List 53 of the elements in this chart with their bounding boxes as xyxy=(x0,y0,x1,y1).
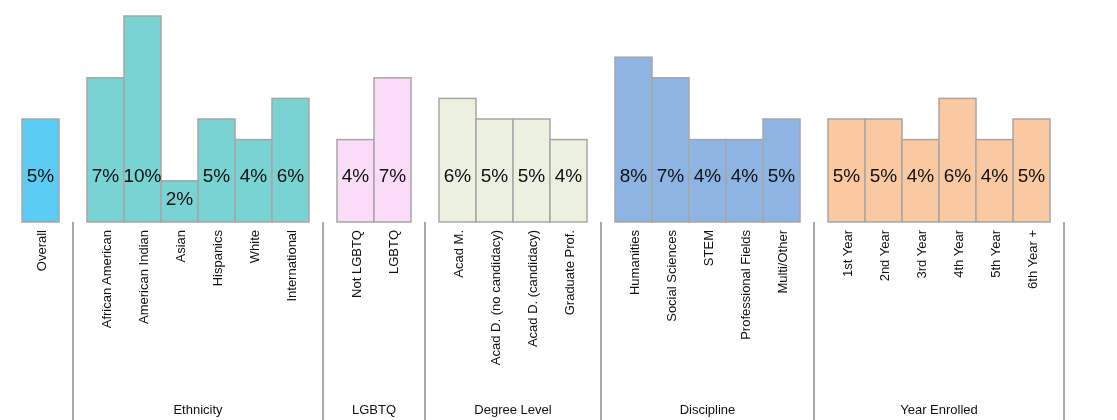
data-label: 5% xyxy=(517,165,546,186)
data-label: 7% xyxy=(656,165,685,186)
data-label: 4% xyxy=(693,165,722,186)
x-axis-title: LGBTQ xyxy=(351,402,397,417)
x-tick-label: Acad M. xyxy=(450,230,466,278)
x-tick-label: 4th Year xyxy=(950,229,966,278)
x-tick-label: Social Sciences xyxy=(663,229,679,322)
x-tick-label: LGBTQ xyxy=(385,230,401,275)
data-label: 6% xyxy=(943,165,972,186)
data-label: 4% xyxy=(906,165,935,186)
x-axis-title: Degree Level xyxy=(474,402,552,417)
x-tick-label: 2nd Year xyxy=(876,229,892,282)
x-tick-label: Professional Fields xyxy=(737,229,753,340)
x-tick-label: Acad D. (no candidacy) xyxy=(487,230,503,366)
x-tick-label: Asian xyxy=(172,230,188,263)
x-tick-label: 5th Year xyxy=(987,229,1003,278)
x-tick-label: Graduate Prof. xyxy=(561,230,577,316)
x-tick-label: Not LGBTQ xyxy=(348,230,364,298)
x-tick-label: White xyxy=(246,230,262,264)
data-label: 4% xyxy=(980,165,1009,186)
data-label: 8% xyxy=(619,165,648,186)
data-label: 5% xyxy=(202,165,231,186)
data-label: 5% xyxy=(832,165,861,186)
data-label: 5% xyxy=(480,165,509,186)
x-tick-label: American Indian xyxy=(135,230,151,324)
x-axis-title: Discipline xyxy=(679,402,736,417)
data-label: 10% xyxy=(123,165,162,186)
data-label: 2% xyxy=(165,187,194,209)
data-label: 7% xyxy=(378,165,407,186)
x-tick-label: STEM xyxy=(700,230,716,267)
x-tick-label: Overall xyxy=(33,229,49,272)
data-label: 4% xyxy=(554,165,583,186)
data-label: 4% xyxy=(239,165,268,186)
x-tick-label: International xyxy=(283,229,299,302)
x-tick-label: 6th Year + xyxy=(1024,230,1040,289)
data-label: 7% xyxy=(91,165,120,186)
x-axis-title: Year Enrolled xyxy=(900,402,978,417)
data-label: 5% xyxy=(767,165,796,186)
data-label: 5% xyxy=(1017,165,1046,186)
data-label: 6% xyxy=(276,165,305,186)
x-tick-label: 3rd Year xyxy=(913,229,929,279)
data-label: 4% xyxy=(730,165,759,186)
x-tick-label: Humanities xyxy=(626,229,642,296)
data-label: 4% xyxy=(341,165,370,186)
x-tick-label: Acad D. (candidacy) xyxy=(524,230,540,348)
x-axis-title: Ethnicity xyxy=(173,402,224,417)
x-tick-label: 1st Year xyxy=(839,229,855,277)
x-tick-label: Hispanics xyxy=(209,229,225,287)
data-label: 5% xyxy=(869,165,898,186)
data-label: 6% xyxy=(443,165,472,186)
x-tick-label: African American xyxy=(98,230,114,329)
data-label: 5% xyxy=(26,165,55,186)
x-tick-label: Multi/Other xyxy=(774,229,790,294)
